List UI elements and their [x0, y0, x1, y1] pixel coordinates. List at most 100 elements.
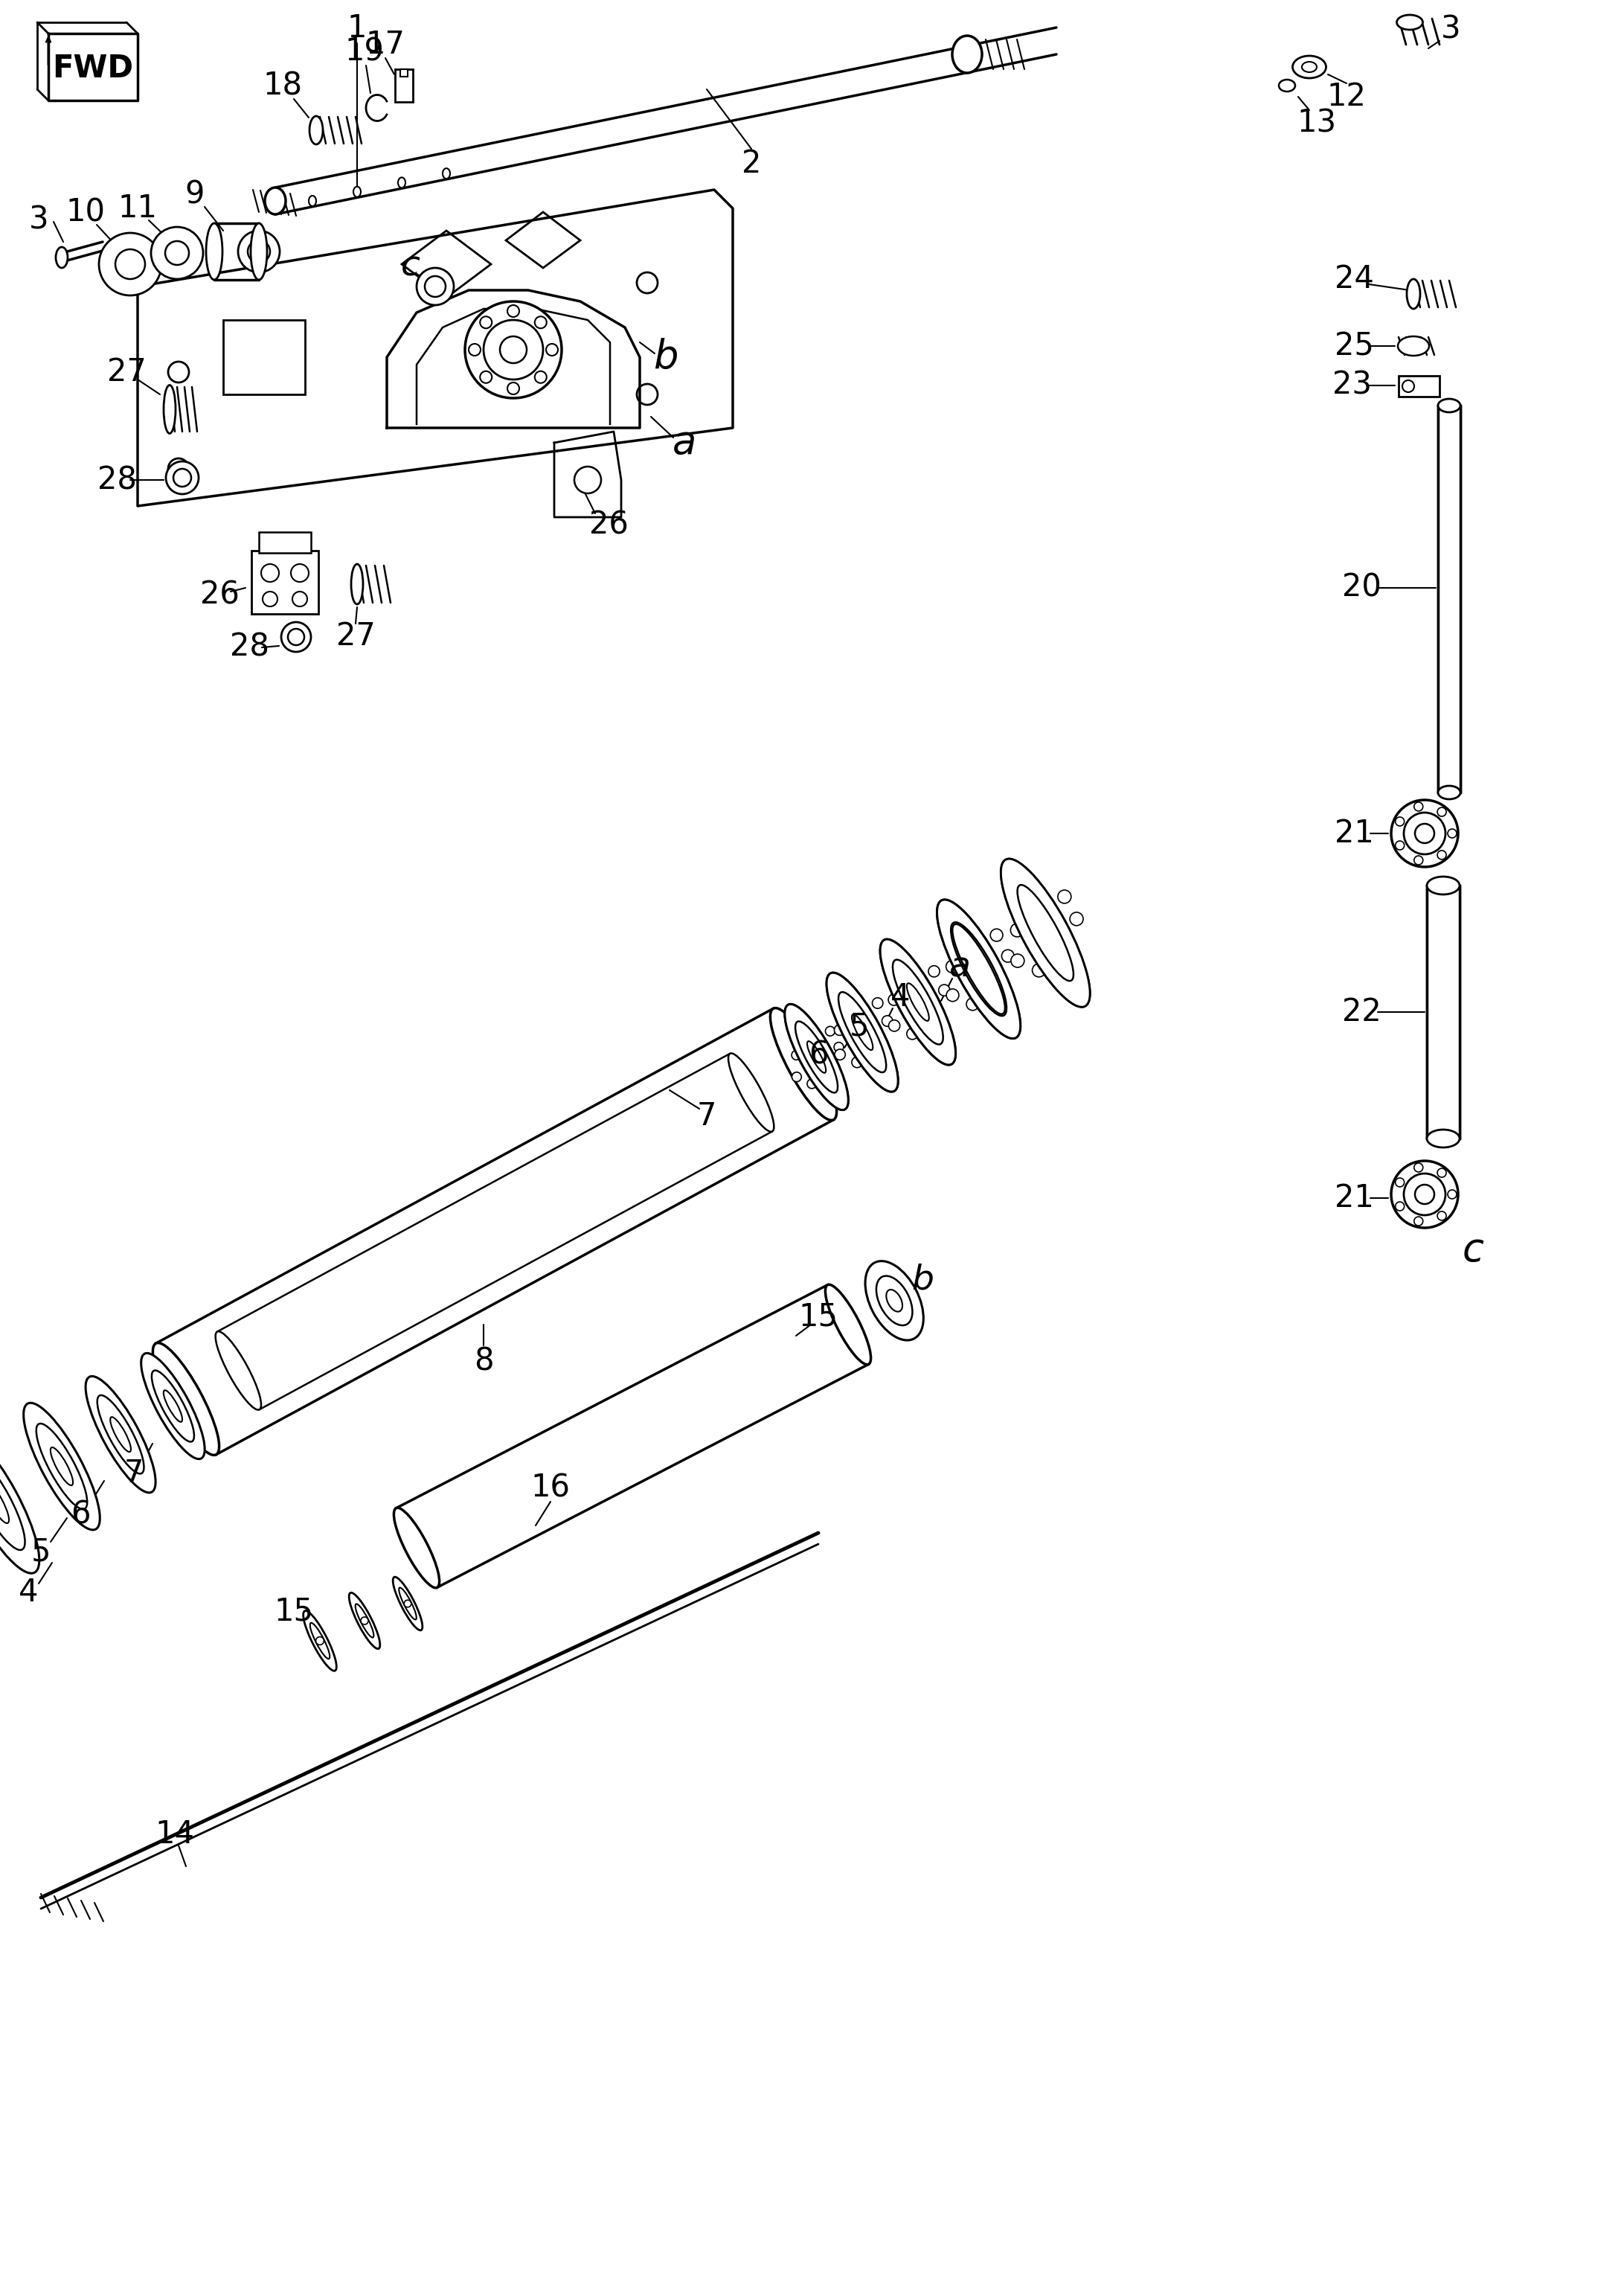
- Ellipse shape: [304, 1612, 336, 1671]
- Ellipse shape: [895, 962, 942, 1042]
- Circle shape: [1402, 379, 1415, 393]
- Circle shape: [1403, 1173, 1445, 1216]
- Circle shape: [929, 1013, 940, 1024]
- Ellipse shape: [1427, 1129, 1460, 1148]
- Text: 7: 7: [697, 1100, 716, 1132]
- Circle shape: [1392, 800, 1458, 866]
- Text: 10: 10: [67, 197, 106, 229]
- Ellipse shape: [827, 972, 898, 1093]
- Ellipse shape: [153, 1342, 219, 1456]
- Circle shape: [1395, 1202, 1405, 1212]
- Text: 3: 3: [1440, 14, 1460, 46]
- Ellipse shape: [1427, 876, 1460, 894]
- Text: 6: 6: [70, 1500, 91, 1529]
- Circle shape: [1392, 1161, 1458, 1228]
- Circle shape: [1437, 1168, 1447, 1177]
- Ellipse shape: [966, 949, 991, 990]
- Text: b: b: [653, 338, 679, 377]
- Circle shape: [169, 361, 188, 382]
- Circle shape: [1437, 807, 1447, 816]
- Ellipse shape: [840, 994, 885, 1070]
- Circle shape: [534, 370, 547, 384]
- Circle shape: [292, 592, 307, 606]
- Ellipse shape: [349, 1593, 380, 1648]
- Circle shape: [166, 462, 198, 494]
- Text: c: c: [401, 249, 421, 283]
- Ellipse shape: [1278, 80, 1296, 91]
- Circle shape: [888, 1020, 900, 1031]
- Ellipse shape: [1015, 882, 1075, 983]
- Ellipse shape: [877, 1276, 913, 1326]
- Circle shape: [1010, 953, 1025, 967]
- Text: 27: 27: [336, 620, 375, 652]
- Circle shape: [947, 990, 958, 1001]
- Text: 2: 2: [742, 149, 762, 178]
- Ellipse shape: [827, 972, 898, 1093]
- Ellipse shape: [880, 940, 955, 1065]
- Text: c: c: [1462, 1230, 1484, 1269]
- Ellipse shape: [0, 1481, 10, 1522]
- Circle shape: [166, 240, 188, 265]
- Ellipse shape: [354, 187, 361, 197]
- Circle shape: [1031, 896, 1044, 908]
- Circle shape: [807, 1079, 817, 1088]
- Ellipse shape: [1406, 279, 1419, 309]
- Circle shape: [534, 315, 547, 329]
- Circle shape: [882, 1015, 893, 1026]
- Ellipse shape: [770, 1008, 836, 1120]
- Text: 15: 15: [274, 1596, 313, 1628]
- Text: 25: 25: [1335, 331, 1374, 361]
- Circle shape: [825, 1026, 835, 1036]
- Ellipse shape: [1033, 910, 1059, 956]
- Circle shape: [835, 1024, 844, 1036]
- Ellipse shape: [164, 1390, 182, 1422]
- Text: 14: 14: [156, 1820, 195, 1849]
- Circle shape: [174, 469, 192, 487]
- Circle shape: [291, 565, 309, 583]
- Ellipse shape: [937, 901, 1020, 1038]
- Circle shape: [361, 1616, 369, 1625]
- Circle shape: [851, 1056, 862, 1068]
- Circle shape: [1437, 1212, 1447, 1221]
- Ellipse shape: [400, 1586, 416, 1618]
- Circle shape: [793, 1072, 801, 1081]
- Ellipse shape: [784, 1004, 848, 1111]
- Circle shape: [317, 1637, 323, 1646]
- Circle shape: [239, 231, 279, 272]
- Circle shape: [115, 249, 145, 279]
- Ellipse shape: [851, 1015, 872, 1049]
- Text: a: a: [948, 951, 971, 985]
- Text: 12: 12: [1327, 80, 1366, 112]
- Circle shape: [827, 1065, 835, 1074]
- Ellipse shape: [796, 1022, 836, 1090]
- Bar: [1427, 885, 1460, 1138]
- Ellipse shape: [151, 1369, 195, 1442]
- Ellipse shape: [952, 924, 1005, 1015]
- Circle shape: [507, 304, 520, 318]
- Ellipse shape: [86, 1376, 156, 1493]
- Ellipse shape: [866, 1262, 924, 1340]
- Ellipse shape: [250, 224, 266, 279]
- Circle shape: [637, 272, 658, 293]
- Circle shape: [500, 336, 526, 363]
- Ellipse shape: [1302, 62, 1317, 73]
- Circle shape: [835, 1042, 843, 1052]
- Circle shape: [1415, 1164, 1423, 1173]
- Circle shape: [417, 267, 453, 304]
- Text: 7: 7: [123, 1458, 143, 1488]
- Circle shape: [906, 1029, 918, 1040]
- Circle shape: [425, 277, 445, 297]
- Ellipse shape: [1017, 885, 1073, 981]
- Circle shape: [248, 240, 270, 263]
- Bar: [222, 320, 305, 395]
- Circle shape: [872, 1042, 883, 1052]
- Text: 28: 28: [97, 464, 138, 496]
- Circle shape: [991, 981, 1004, 992]
- Ellipse shape: [893, 960, 944, 1045]
- Circle shape: [1415, 1216, 1423, 1225]
- Ellipse shape: [310, 1623, 330, 1660]
- Ellipse shape: [55, 247, 68, 267]
- Ellipse shape: [36, 1424, 88, 1509]
- Ellipse shape: [393, 1577, 422, 1630]
- Ellipse shape: [728, 1054, 775, 1132]
